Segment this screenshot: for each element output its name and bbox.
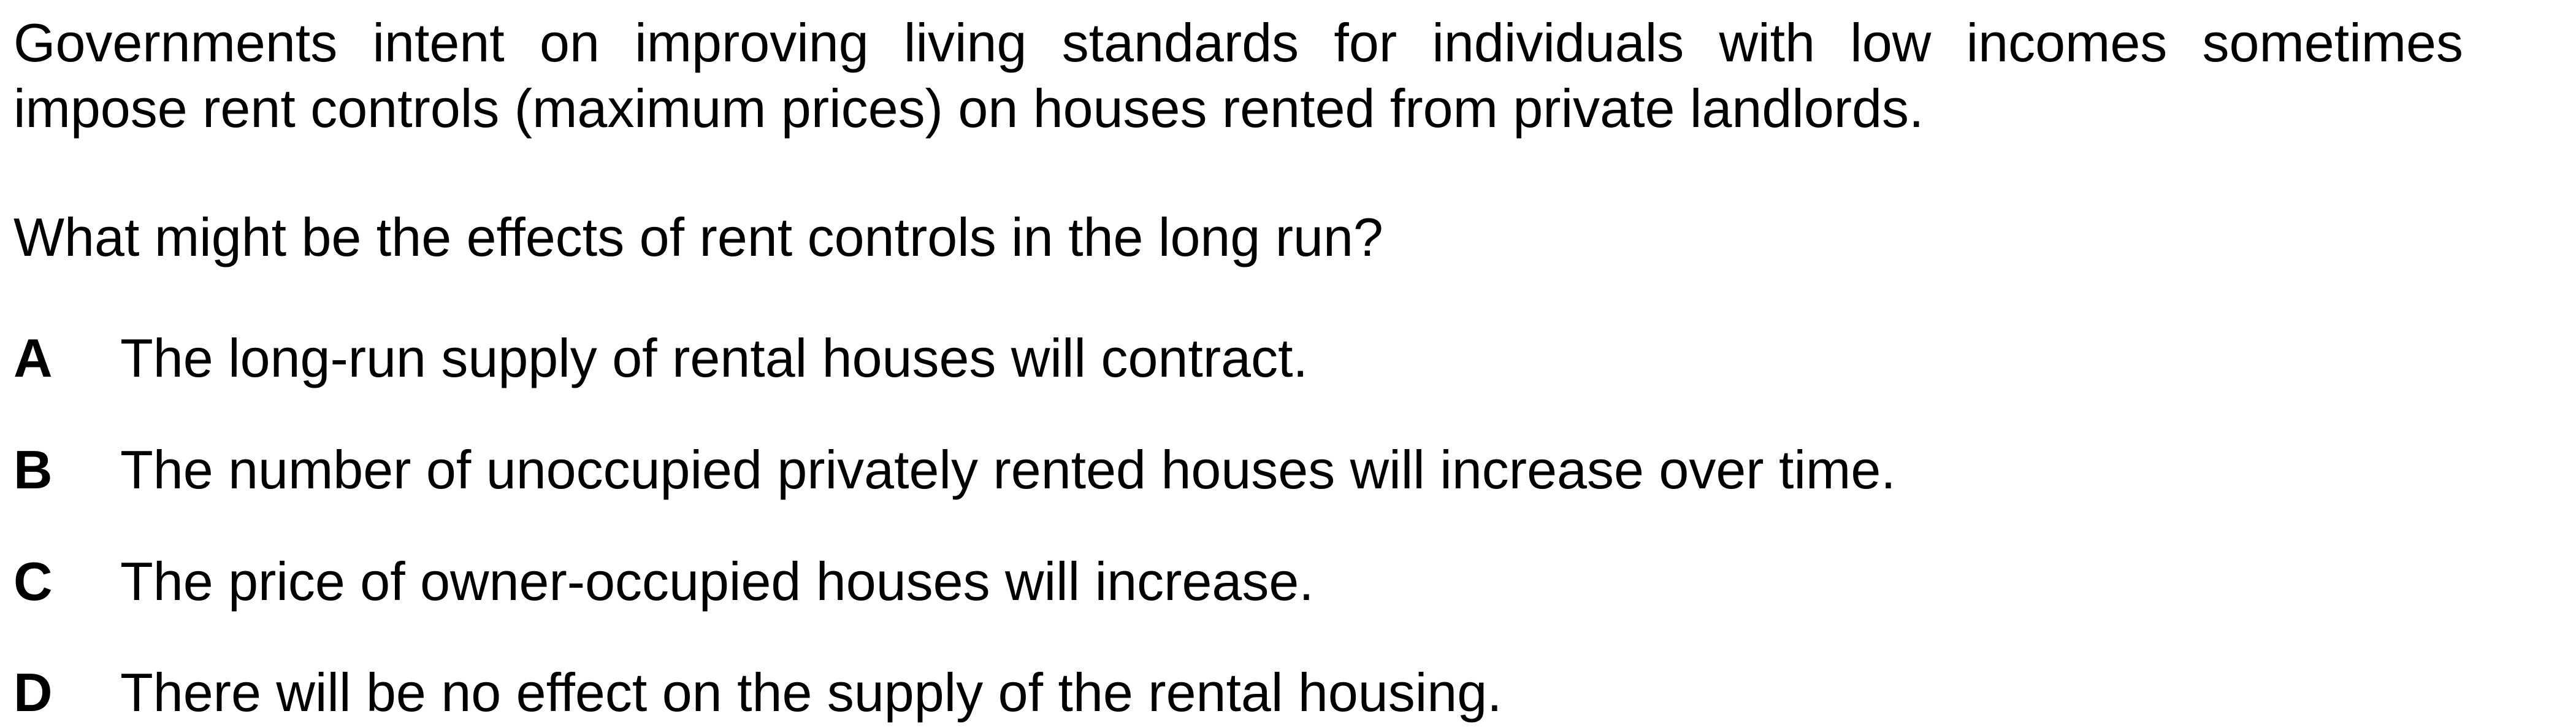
- stem-line-2: impose rent controls (maximum prices) on…: [13, 78, 1924, 139]
- option-letter: C: [13, 551, 53, 612]
- option-text: The price of owner-occupied houses will …: [120, 551, 1314, 612]
- option-text: The number of unoccupied privately rente…: [120, 439, 1896, 500]
- stem-line-1: Governments intent on improving living s…: [13, 12, 2463, 73]
- option-text: There will be no effect on the supply of…: [120, 662, 1502, 723]
- question-prompt: What might be the effects of rent contro…: [13, 207, 1383, 267]
- option-letter: A: [13, 328, 53, 388]
- option-letter: B: [13, 439, 53, 500]
- option-letter: D: [13, 662, 53, 723]
- question-stem: Governments intent on improving living s…: [13, 10, 2463, 141]
- option-text: The long-run supply of rental houses wil…: [120, 328, 1308, 388]
